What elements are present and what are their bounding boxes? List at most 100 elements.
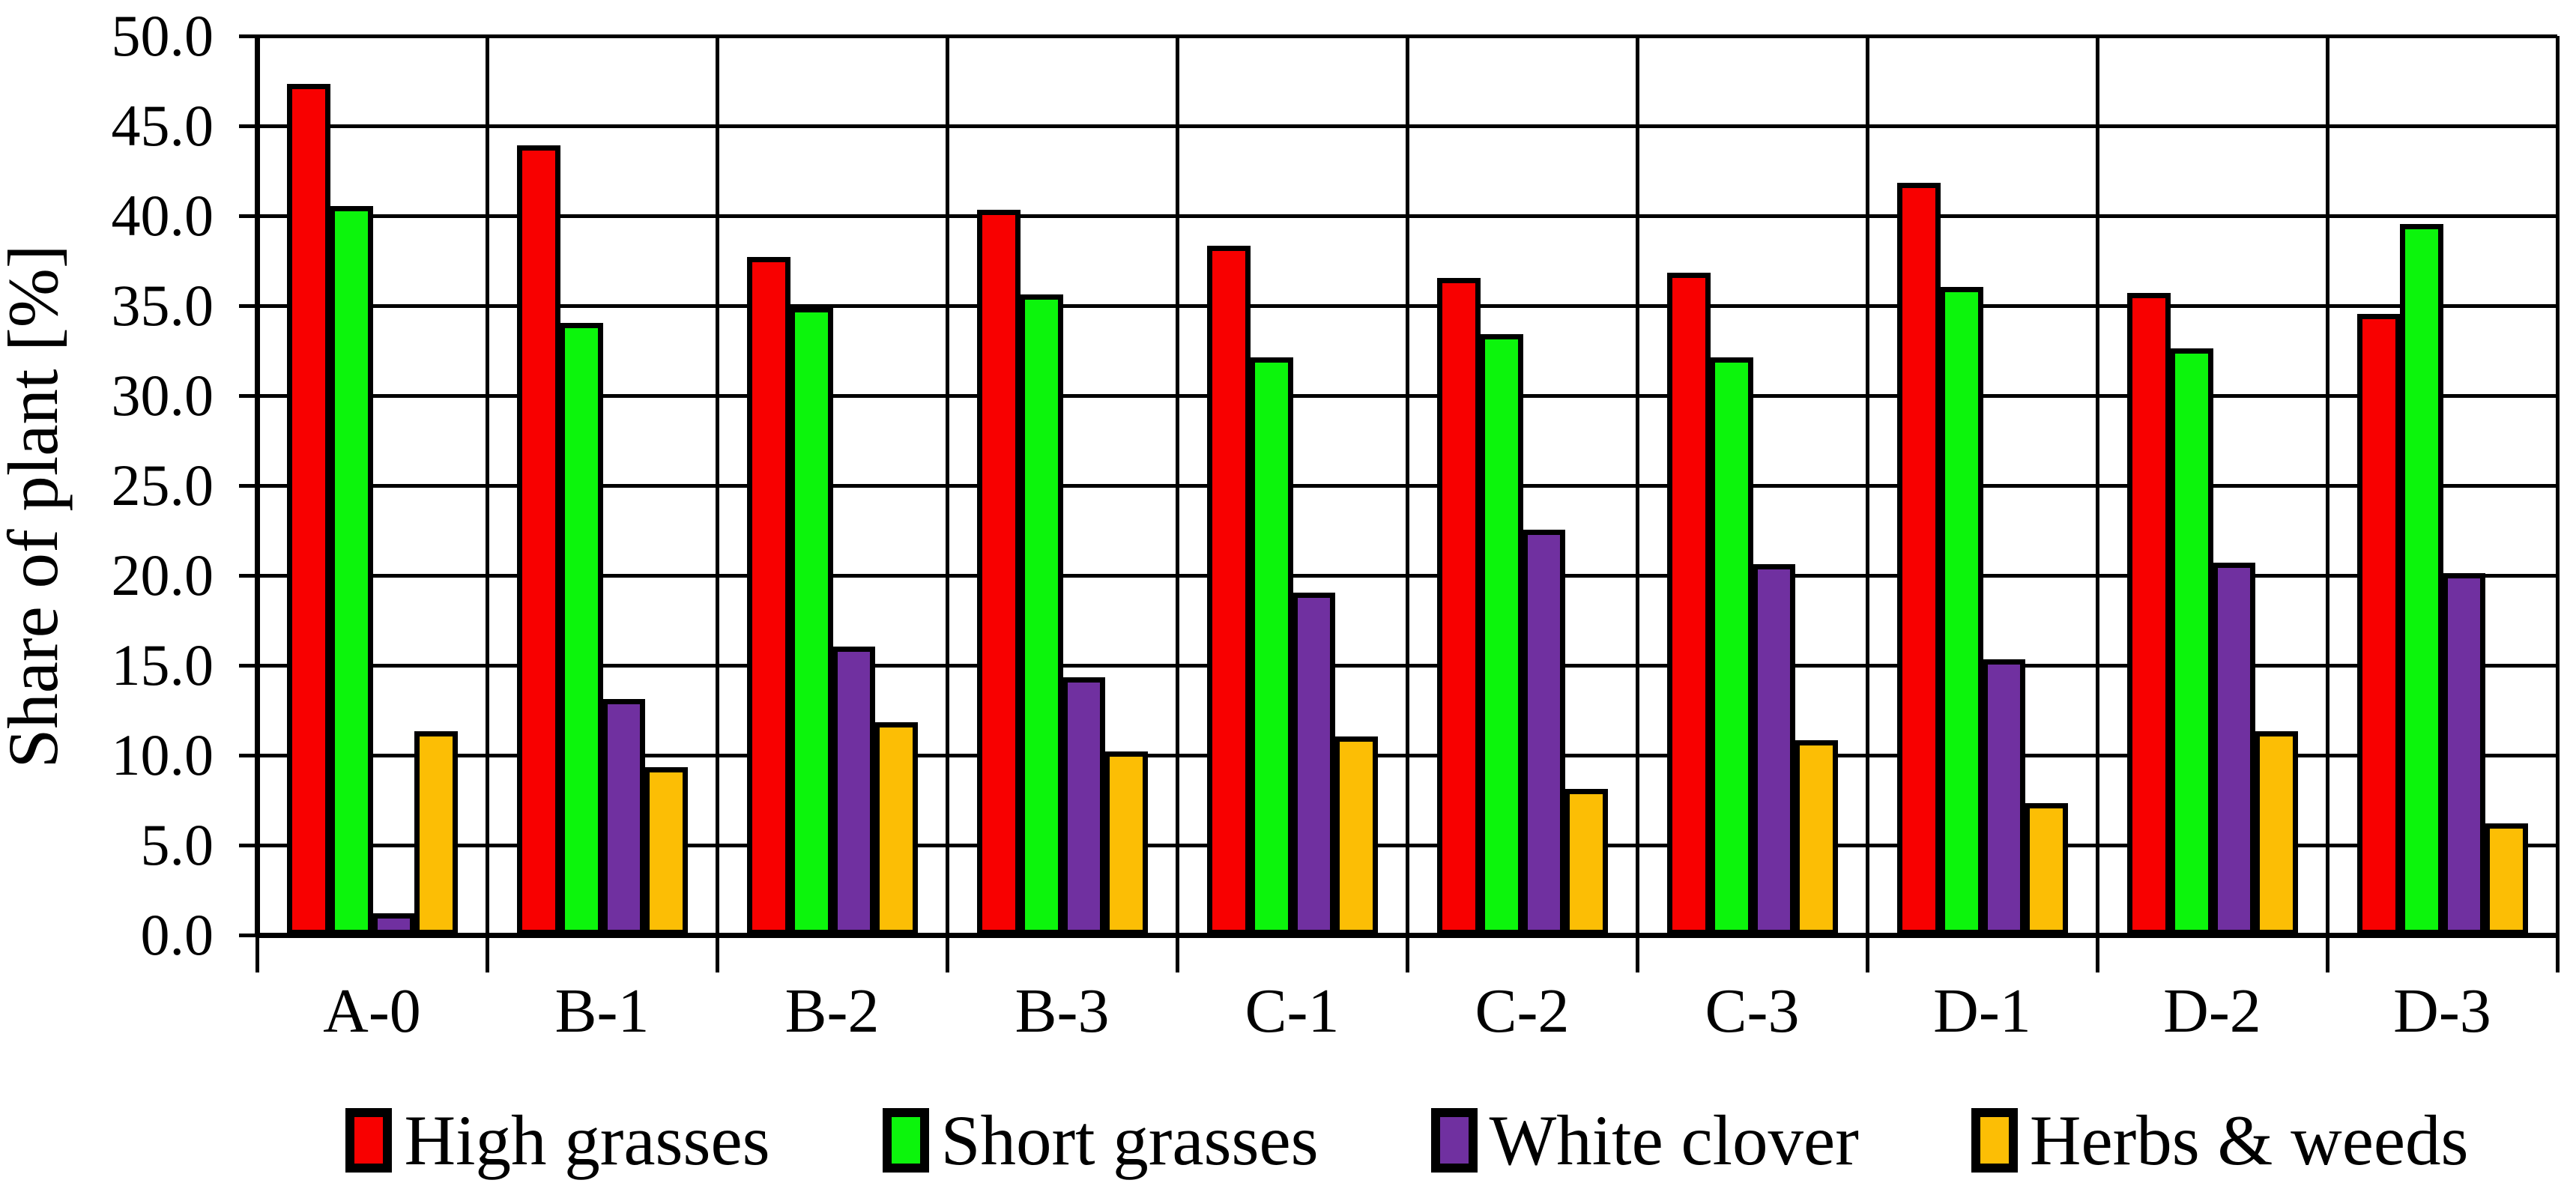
x-axis-category-label: C-2 [1475,976,1570,1046]
y-axis-tick [239,843,257,847]
y-axis-tick [239,34,257,38]
v-gridline [2095,36,2099,935]
x-axis-tick [1405,935,1409,972]
x-axis-category-label: A-0 [323,976,421,1046]
x-axis-category-labels: A-0 B-1 B-2 B-3 C-1 C-2 C-3 D-1 D-2 D-3 [257,980,2557,1047]
x-axis-tick [945,935,949,972]
legend-label: Short grasses [940,1101,1319,1180]
bar [644,767,688,935]
x-axis-tick [255,935,259,972]
x-axis-category-label: B-3 [1015,976,1110,1046]
bar [1939,287,1983,935]
bar [1667,273,1711,935]
bar [559,323,603,935]
bar [1334,736,1378,935]
bar [2025,803,2068,935]
y-axis-tick-label: 20.0 [111,542,214,608]
bar [1062,677,1106,935]
legend-swatch [882,1108,929,1173]
y-axis-tick-label: 25.0 [111,453,214,518]
y-axis-tick-label: 40.0 [111,183,214,248]
x-axis-category-label: C-3 [1705,976,1800,1046]
x-axis-category-label: C-1 [1245,976,1340,1046]
y-axis-tick [239,753,257,757]
bar [1249,357,1293,935]
y-axis-line [254,36,260,935]
y-axis-tick [239,303,257,308]
y-axis-tick-label: 0.0 [140,902,214,967]
y-axis-tick-label: 50.0 [111,3,214,68]
y-axis-tick-label: 5.0 [140,812,214,877]
bar [2357,314,2401,935]
y-axis-tick [239,124,257,128]
v-gridline [2555,36,2560,935]
bar [747,256,790,935]
y-axis-tick-label: 10.0 [111,722,214,787]
bar [789,306,833,935]
bar [2442,573,2486,935]
x-axis-tick [1865,935,1869,972]
y-axis-tick-label: 15.0 [111,632,214,698]
y-axis-tick-label: 45.0 [111,93,214,158]
v-gridline [1405,36,1409,935]
legend-label: High grasses [404,1101,770,1180]
y-axis-tick-label: 30.0 [111,363,214,428]
legend-item: Short grasses [882,1101,1319,1180]
legend-label: Herbs & weeds [2029,1101,2469,1180]
bar [329,206,373,935]
legend-item: White clover [1430,1103,1859,1178]
bar [2212,562,2256,935]
x-axis-category-label: D-2 [2163,976,2261,1046]
x-axis-tick [2095,935,2099,972]
x-axis-tick [1175,935,1179,972]
x-axis-tick [1635,935,1639,972]
bar [1019,294,1063,935]
bar [2169,348,2213,935]
y-axis-tick [239,573,257,578]
x-axis-category-label: D-3 [2393,976,2491,1046]
x-axis-category-label: D-1 [1933,976,2031,1046]
v-gridline [1865,36,1869,935]
bar [1982,659,2026,935]
bar [977,210,1021,935]
y-axis-tick [239,214,257,218]
plot-area [239,34,2560,972]
v-gridline [715,36,719,935]
legend: High grasses Short grasses White clover Her… [257,1095,2557,1185]
v-gridline [1175,36,1179,935]
bar [1795,740,1838,935]
x-axis-tick [715,935,719,972]
y-axis-tick-label: 35.0 [111,273,214,338]
bar [517,145,560,935]
bar [414,731,458,935]
bar [287,84,330,935]
bar [1752,564,1796,935]
y-axis-tick [239,933,257,937]
bar [1104,751,1148,935]
legend-swatch [345,1108,393,1173]
v-gridline [945,36,949,935]
bar [1709,357,1753,935]
v-gridline [485,36,489,935]
bar [1437,278,1481,935]
v-gridline [1635,36,1639,935]
x-axis-category-label: B-2 [784,976,880,1046]
legend-item: High grasses [345,1103,770,1178]
y-axis-tick [239,663,257,668]
x-axis-tick [2555,935,2560,972]
legend-swatch [1430,1108,1478,1173]
bar [1207,246,1251,935]
bar [2127,292,2171,935]
bar [874,722,918,935]
bar [372,913,416,935]
bar [2255,731,2298,935]
x-axis-category-label: B-1 [554,976,650,1046]
legend-item: Herbs & weeds [1971,1103,2469,1178]
y-axis-tick [239,483,257,488]
legend-swatch [1971,1108,2018,1173]
bar [1292,593,1336,935]
y-axis-tick-labels: 0.0 5.0 10.0 15.0 20.0 25.0 30.0 35.0 40.0 45.0 50… [0,7,214,964]
v-gridline [2325,36,2329,935]
x-axis-tick [485,935,489,972]
